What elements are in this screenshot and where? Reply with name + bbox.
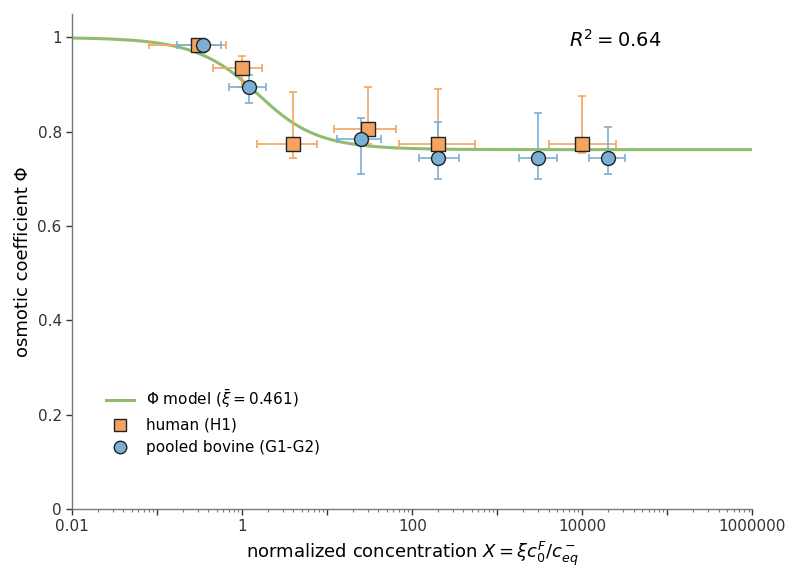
Legend: $\Phi$ model ($\bar{\xi} = 0.461$), human (H1), pooled bovine (G1-G2): $\Phi$ model ($\bar{\xi} = 0.461$), huma…: [100, 382, 326, 462]
Point: [354, 134, 367, 143]
Text: $R^2 = 0.64$: $R^2 = 0.64$: [569, 29, 661, 51]
Point: [431, 153, 444, 162]
Point: [242, 82, 255, 91]
Point: [431, 139, 444, 148]
Y-axis label: osmotic coefficient Φ: osmotic coefficient Φ: [14, 166, 32, 357]
Point: [531, 153, 544, 162]
Point: [287, 139, 300, 148]
X-axis label: normalized concentration $X = \xi c_0^F / c_{eq}^-$: normalized concentration $X = \xi c_0^F …: [246, 540, 578, 568]
Point: [191, 40, 204, 49]
Point: [197, 40, 210, 49]
Point: [236, 63, 249, 73]
Point: [576, 139, 589, 148]
Point: [602, 153, 614, 162]
Point: [362, 125, 374, 134]
